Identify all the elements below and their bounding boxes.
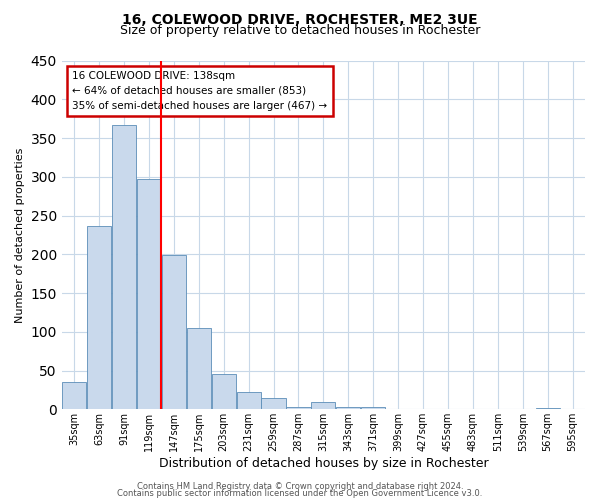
Bar [286,407,311,410]
Bar [262,398,286,409]
Text: Size of property relative to detached houses in Rochester: Size of property relative to detached ho… [120,24,480,37]
Bar [236,392,261,409]
Bar [162,255,186,410]
Bar [311,402,335,409]
Bar [112,125,136,410]
Bar [536,408,560,410]
Bar [336,407,361,410]
Y-axis label: Number of detached properties: Number of detached properties [15,147,25,322]
Bar [62,382,86,409]
Text: 16, COLEWOOD DRIVE, ROCHESTER, ME2 3UE: 16, COLEWOOD DRIVE, ROCHESTER, ME2 3UE [122,12,478,26]
Bar [137,179,161,410]
Bar [187,328,211,409]
Bar [361,407,385,410]
Bar [87,226,111,410]
Bar [212,374,236,410]
X-axis label: Distribution of detached houses by size in Rochester: Distribution of detached houses by size … [158,457,488,470]
Text: Contains public sector information licensed under the Open Government Licence v3: Contains public sector information licen… [118,489,482,498]
Text: Contains HM Land Registry data © Crown copyright and database right 2024.: Contains HM Land Registry data © Crown c… [137,482,463,491]
Text: 16 COLEWOOD DRIVE: 138sqm
← 64% of detached houses are smaller (853)
35% of semi: 16 COLEWOOD DRIVE: 138sqm ← 64% of detac… [72,71,328,110]
